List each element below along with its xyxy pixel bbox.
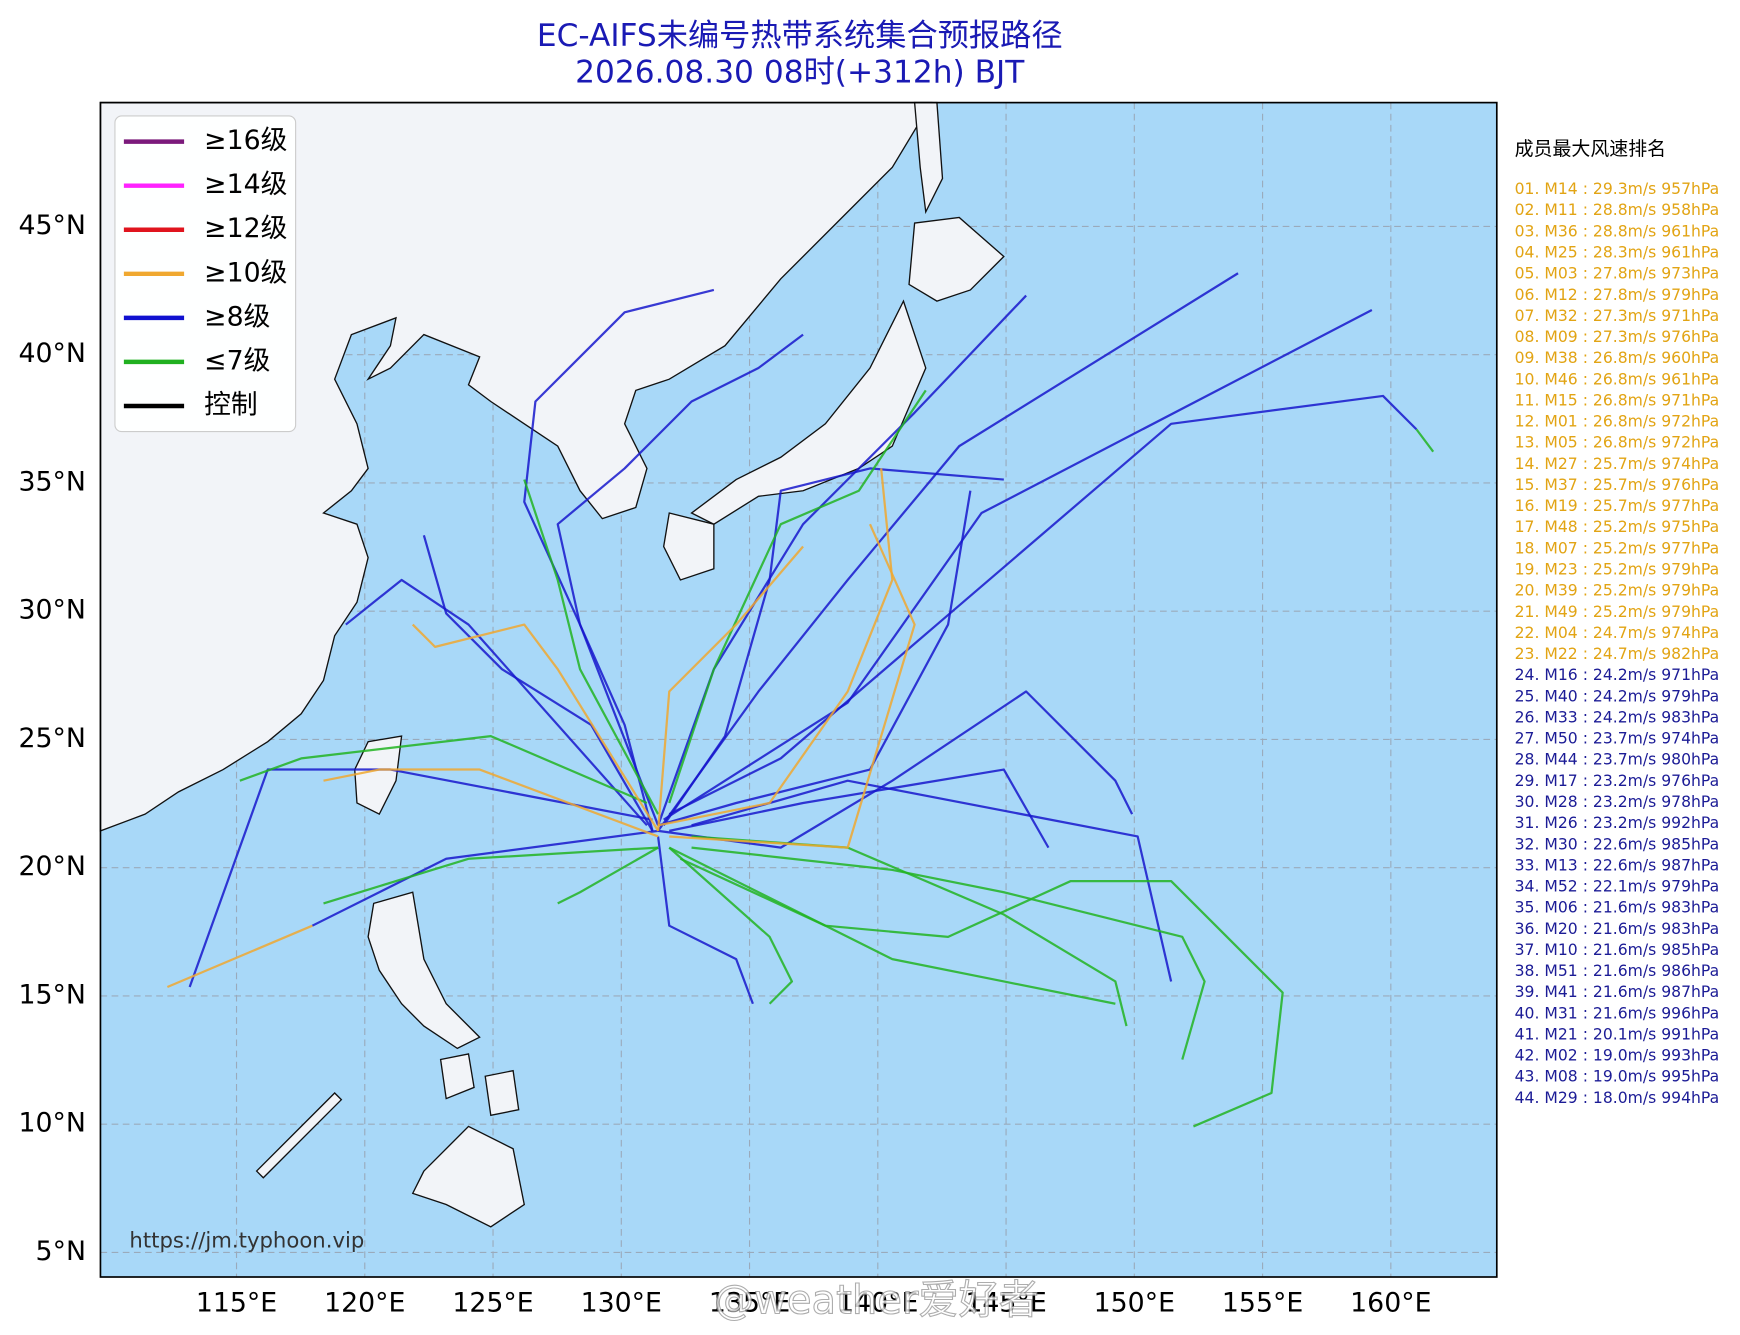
ranking-entry: 07. M32 : 27.3m/s 971hPa — [1515, 307, 1720, 325]
lat-tick-label: 45°N — [19, 210, 86, 241]
legend-label: 控制 — [204, 389, 258, 420]
ranking-entry: 37. M10 : 21.6m/s 985hPa — [1515, 941, 1720, 959]
ranking-entry: 12. M01 : 26.8m/s 972hPa — [1515, 413, 1720, 431]
ranking-entry: 29. M17 : 23.2m/s 976hPa — [1515, 772, 1720, 790]
ranking-entry: 35. M06 : 21.6m/s 983hPa — [1515, 899, 1720, 917]
ranking-entry: 38. M51 : 21.6m/s 986hPa — [1515, 962, 1720, 980]
ranking-entry: 19. M23 : 25.2m/s 979hPa — [1515, 561, 1720, 579]
map-frame — [99, 101, 1498, 1278]
ranking-entry: 21. M49 : 25.2m/s 979hPa — [1515, 603, 1720, 621]
ranking-entry: 22. M04 : 24.7m/s 974hPa — [1515, 624, 1720, 642]
ranking-entry: 27. M50 : 23.7m/s 974hPa — [1515, 730, 1720, 748]
lon-tick-label: 155°E — [1222, 1287, 1303, 1318]
ranking-entry: 16. M19 : 25.7m/s 977hPa — [1515, 497, 1720, 515]
lon-tick-label: 120°E — [324, 1287, 405, 1318]
legend-label: ≥14级 — [204, 169, 287, 200]
ranking-entry: 28. M44 : 23.7m/s 980hPa — [1515, 751, 1720, 769]
lat-tick-label: 5°N — [36, 1236, 86, 1267]
ranking-entry: 08. M09 : 27.3m/s 976hPa — [1515, 328, 1720, 346]
lat-tick-label: 20°N — [19, 851, 86, 882]
lon-tick-label: 130°E — [581, 1287, 662, 1318]
legend-label: ≥16级 — [204, 125, 287, 156]
ranking-entry: 03. M36 : 28.8m/s 961hPa — [1515, 222, 1720, 240]
ranking-entry: 25. M40 : 24.2m/s 979hPa — [1515, 687, 1720, 705]
lon-tick-label: 125°E — [452, 1287, 533, 1318]
ranking-entry: 44. M29 : 18.0m/s 994hPa — [1515, 1089, 1720, 1107]
ranking-entry: 10. M46 : 26.8m/s 961hPa — [1515, 370, 1720, 388]
subtitle: 2026.08.30 08时(+312h) BJT — [575, 55, 1025, 91]
ranking-entry: 39. M41 : 21.6m/s 987hPa — [1515, 983, 1720, 1001]
axis-labels: 115°E 120°E 125°E 130°E 135°E 140°E 145°E 150°E… — [19, 210, 1432, 1318]
ranking-entry: 04. M25 : 28.3m/s 961hPa — [1515, 244, 1720, 262]
lat-tick-label: 30°N — [19, 595, 86, 626]
ranking-entry: 40. M31 : 21.6m/s 996hPa — [1515, 1004, 1720, 1022]
ranking-entry: 05. M03 : 27.8m/s 973hPa — [1515, 265, 1720, 283]
ensemble-tracks — [166, 272, 1435, 1128]
legend-label: ≥12级 — [204, 213, 287, 244]
ranking-entry: 42. M02 : 19.0m/s 993hPa — [1515, 1047, 1720, 1065]
lon-tick-label: 145°E — [965, 1287, 1046, 1318]
lon-tick-label: 140°E — [837, 1287, 918, 1318]
title: EC-AIFS未编号热带系统集合预报路径 — [537, 18, 1063, 54]
ranking-entry: 33. M13 : 22.6m/s 987hPa — [1515, 856, 1720, 874]
ranking-entry: 34. M52 : 22.1m/s 979hPa — [1515, 878, 1720, 896]
ranking-entry: 17. M48 : 25.2m/s 975hPa — [1515, 518, 1720, 536]
ranking-entry: 26. M33 : 24.2m/s 983hPa — [1515, 708, 1720, 726]
lat-tick-label: 25°N — [19, 723, 86, 754]
weibo-watermark: @weather爱好者 — [714, 1278, 1039, 1324]
ranking-entry: 02. M11 : 28.8m/s 958hPa — [1515, 201, 1720, 219]
legend-label: ≤7级 — [204, 345, 270, 376]
ranking-entry: 14. M27 : 25.7m/s 974hPa — [1515, 455, 1720, 473]
source-url: https://jm.typhoon.vip — [129, 1227, 364, 1252]
ranking-entry: 18. M07 : 25.2m/s 977hPa — [1515, 539, 1720, 557]
ranking-entry: 06. M12 : 27.8m/s 979hPa — [1515, 286, 1720, 304]
ranking-entry: 11. M15 : 26.8m/s 971hPa — [1515, 391, 1720, 409]
legend-label: ≥8级 — [204, 301, 270, 332]
ranking-entry: 41. M21 : 20.1m/s 991hPa — [1515, 1025, 1720, 1043]
ranking-entry: 32. M30 : 22.6m/s 985hPa — [1515, 835, 1720, 853]
ranking-entry: 09. M38 : 26.8m/s 960hPa — [1515, 349, 1720, 367]
ranking-entry: 43. M08 : 19.0m/s 995hPa — [1515, 1068, 1720, 1086]
lon-tick-label: 115°E — [196, 1287, 277, 1318]
legend-label: ≥10级 — [204, 257, 287, 288]
ranking-entry: 31. M26 : 23.2m/s 992hPa — [1515, 814, 1720, 832]
lat-tick-label: 15°N — [19, 979, 86, 1010]
ranking-entry: 30. M28 : 23.2m/s 978hPa — [1515, 793, 1720, 811]
lon-tick-label: 160°E — [1350, 1287, 1431, 1318]
lat-tick-label: 10°N — [19, 1108, 86, 1139]
lon-tick-label: 135°E — [709, 1287, 790, 1318]
ranking-title: 成员最大风速排名 — [1515, 138, 1667, 160]
land — [99, 101, 1005, 1228]
ranking-list: 01. M14 : 29.3m/s 957hPa 02. M11 : 28.8m/… — [1515, 180, 1720, 1107]
ranking-entry: 24. M16 : 24.2m/s 971hPa — [1515, 666, 1720, 684]
ranking-entry: 15. M37 : 25.7m/s 976hPa — [1515, 476, 1720, 494]
ranking-entry: 13. M05 : 26.8m/s 972hPa — [1515, 434, 1720, 452]
ranking-entry: 01. M14 : 29.3m/s 957hPa — [1515, 180, 1720, 198]
ranking-entry: 20. M39 : 25.2m/s 979hPa — [1515, 582, 1720, 600]
lon-tick-label: 150°E — [1094, 1287, 1175, 1318]
ranking-entry: 36. M20 : 21.6m/s 983hPa — [1515, 920, 1720, 938]
lat-tick-label: 35°N — [19, 466, 86, 497]
lat-tick-label: 40°N — [19, 338, 86, 369]
ranking-entry: 23. M22 : 24.7m/s 982hPa — [1515, 645, 1720, 663]
legend-box — [114, 115, 297, 433]
